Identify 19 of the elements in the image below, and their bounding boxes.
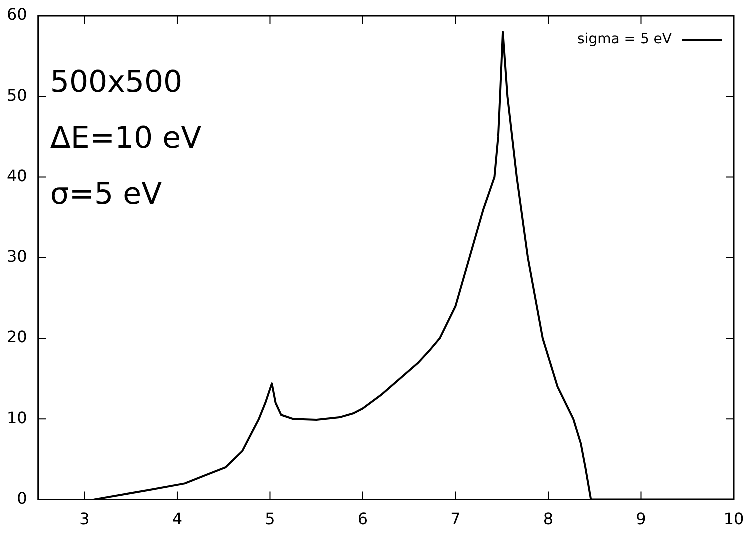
x-tick-label: 10 (724, 510, 744, 529)
y-tick-label: 60 (7, 5, 28, 24)
x-tick-label: 7 (450, 510, 461, 529)
x-tick-label: 6 (358, 510, 368, 529)
annotation: 500x500 (50, 65, 183, 100)
y-tick-label: 40 (7, 166, 28, 186)
y-tick-label: 0 (17, 488, 28, 508)
x-tick-label: 3 (80, 510, 90, 529)
x-tick-label: 8 (543, 510, 554, 529)
x-tick-label: 4 (172, 510, 183, 529)
legend-label: sigma = 5 eV (578, 32, 672, 48)
y-tick-label: 10 (7, 408, 28, 428)
x-tick-label: 9 (636, 510, 646, 529)
annotation: ΔE=10 eV (50, 121, 202, 156)
y-tick-label: 30 (7, 247, 28, 266)
annotation: σ=5 eV (50, 177, 163, 212)
y-tick-label: 50 (7, 86, 28, 105)
x-tick-label: 5 (265, 510, 276, 529)
y-tick-label: 20 (7, 328, 28, 347)
